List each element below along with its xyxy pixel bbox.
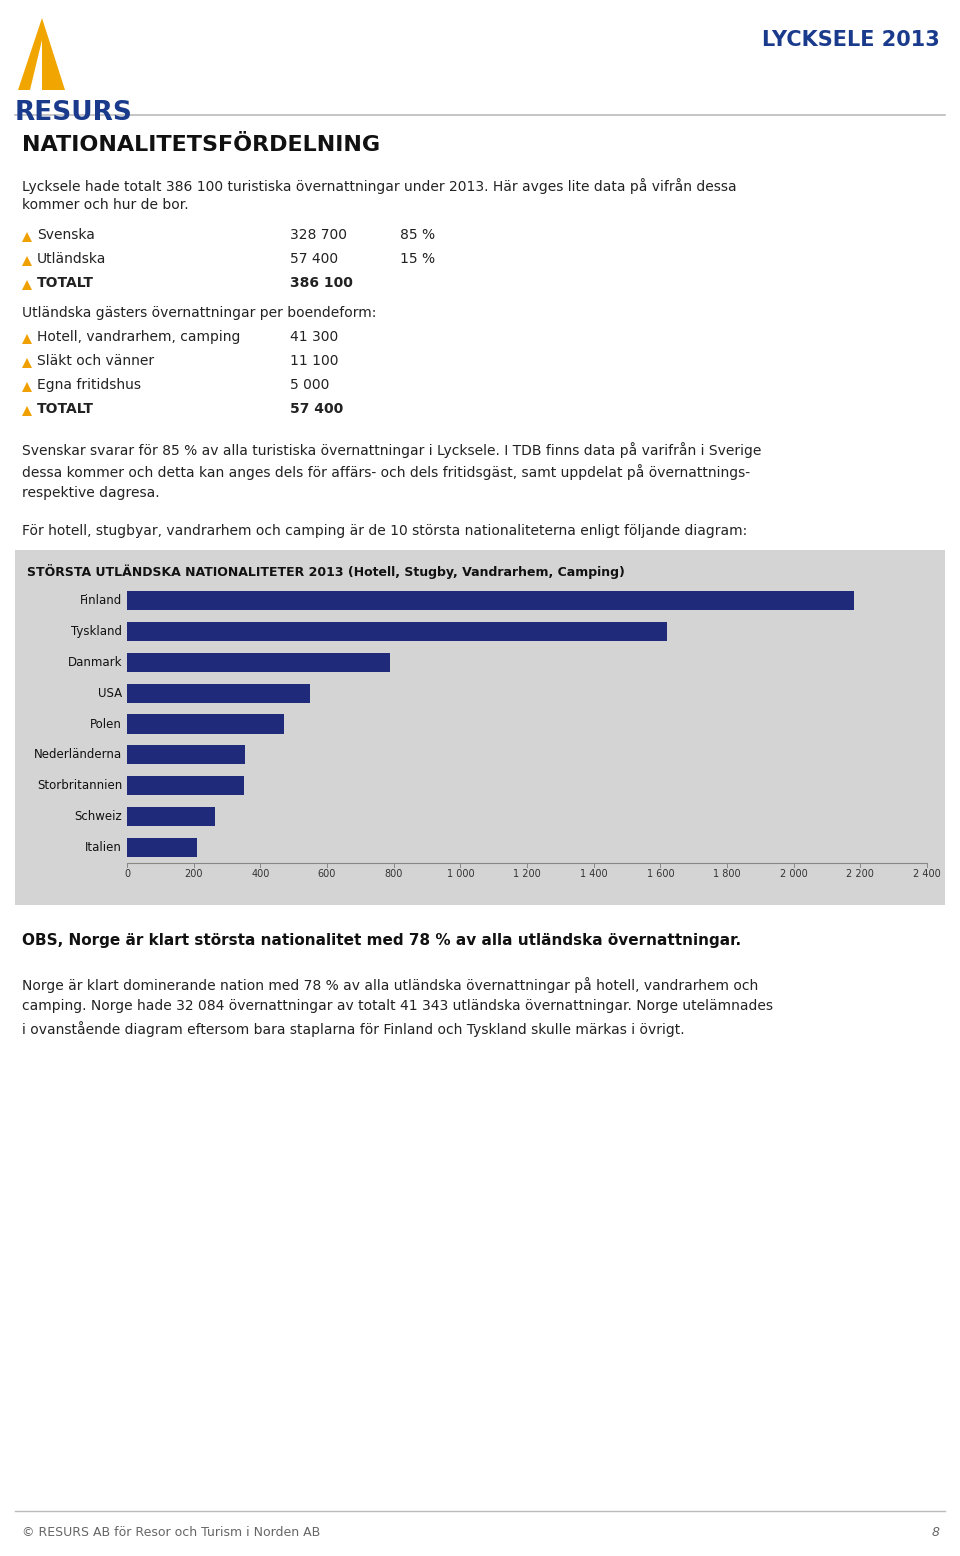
Bar [127,622,667,641]
Text: STÖRSTA UTLÄNDSKA NATIONALITETER 2013 (Hotell, Stugby, Vandrarhem, Camping): STÖRSTA UTLÄNDSKA NATIONALITETER 2013 (H… [27,563,625,579]
Text: Lycksele hade totalt 386 100 turistiska övernattningar under 2013. Här avges lit: Lycksele hade totalt 386 100 turistiska … [22,177,736,194]
Text: 8: 8 [932,1526,940,1539]
Text: 2 200: 2 200 [847,868,875,879]
Bar [127,591,853,610]
Text: Storbritannien: Storbritannien [36,780,122,792]
Text: Schweiz: Schweiz [74,811,122,823]
Text: 11 100: 11 100 [290,355,339,369]
Text: kommer och hur de bor.: kommer och hur de bor. [22,198,188,212]
Text: 2 000: 2 000 [780,868,807,879]
Polygon shape [22,383,32,392]
Text: 57 400: 57 400 [290,401,344,415]
Bar [127,808,215,826]
Text: Italien: Italien [85,842,122,854]
Text: Släkt och vänner: Släkt och vänner [37,355,155,369]
Text: Egna fritidshus: Egna fritidshus [37,378,141,392]
Text: 1 800: 1 800 [713,868,741,879]
Text: NATIONALITETSFÖRDELNING: NATIONALITETSFÖRDELNING [22,135,380,156]
Text: respektive dagresa.: respektive dagresa. [22,485,159,499]
Polygon shape [22,406,32,415]
Text: 1 600: 1 600 [646,868,674,879]
Text: Svenskar svarar för 85 % av alla turistiska övernattningar i Lycksele. I TDB fin: Svenskar svarar för 85 % av alla turisti… [22,442,761,457]
Text: 1 000: 1 000 [446,868,474,879]
Polygon shape [22,280,32,289]
Text: TOTALT: TOTALT [37,275,94,289]
Text: 1 200: 1 200 [514,868,540,879]
Text: OBS, Norge är klart största nationalitet med 78 % av alla utländska övernattning: OBS, Norge är klart största nationalitet… [22,934,741,948]
Text: 800: 800 [384,868,403,879]
Text: 200: 200 [184,868,203,879]
Polygon shape [22,232,32,243]
Text: camping. Norge hade 32 084 övernattningar av totalt 41 343 utländska övernattnin: camping. Norge hade 32 084 övernattninga… [22,999,773,1013]
Text: USA: USA [98,686,122,700]
Text: Danmark: Danmark [67,655,122,669]
Text: RESURS: RESURS [15,100,132,126]
Text: 400: 400 [252,868,270,879]
Text: TOTALT: TOTALT [37,401,94,415]
Text: Nederländerna: Nederländerna [34,748,122,761]
Text: Utländska: Utländska [37,252,107,266]
Text: 5 000: 5 000 [290,378,329,392]
Bar [127,714,283,733]
Text: För hotell, stugbyar, vandrarhem och camping är de 10 största nationaliteterna e: För hotell, stugbyar, vandrarhem och cam… [22,524,747,538]
Text: Utländska gästers övernattningar per boendeform:: Utländska gästers övernattningar per boe… [22,307,376,321]
Text: 15 %: 15 % [400,252,435,266]
Text: Hotell, vandrarhem, camping: Hotell, vandrarhem, camping [37,330,240,344]
Text: © RESURS AB för Resor och Turism i Norden AB: © RESURS AB för Resor och Turism i Norde… [22,1526,321,1539]
Text: 600: 600 [318,868,336,879]
Bar [127,745,246,764]
Text: LYCKSELE 2013: LYCKSELE 2013 [762,30,940,50]
Text: Tyskland: Tyskland [71,626,122,638]
Polygon shape [22,335,32,344]
Polygon shape [18,19,65,90]
Polygon shape [22,257,32,266]
Text: 386 100: 386 100 [290,275,353,289]
Text: 85 %: 85 % [400,229,435,243]
Bar [127,683,310,703]
Bar [127,776,244,795]
Polygon shape [22,358,32,369]
Text: 41 300: 41 300 [290,330,338,344]
Bar [127,839,197,857]
Text: dessa kommer och detta kan anges dels för affärs- och dels fritidsgäst, samt upp: dessa kommer och detta kan anges dels fö… [22,464,750,479]
Bar [127,652,391,672]
Text: Finland: Finland [80,594,122,607]
Text: i ovanstående diagram eftersom bara staplarna för Finland och Tyskland skulle mä: i ovanstående diagram eftersom bara stap… [22,1021,684,1036]
Text: 2 400: 2 400 [913,868,941,879]
Text: Norge är klart dominerande nation med 78 % av alla utländska övernattningar på h: Norge är klart dominerande nation med 78… [22,977,758,993]
Text: 0: 0 [124,868,130,879]
Text: 57 400: 57 400 [290,252,338,266]
Text: Svenska: Svenska [37,229,95,243]
Bar [15,549,945,906]
Text: 1 400: 1 400 [580,868,608,879]
Text: 328 700: 328 700 [290,229,347,243]
Text: Polen: Polen [90,717,122,730]
Polygon shape [30,40,42,90]
